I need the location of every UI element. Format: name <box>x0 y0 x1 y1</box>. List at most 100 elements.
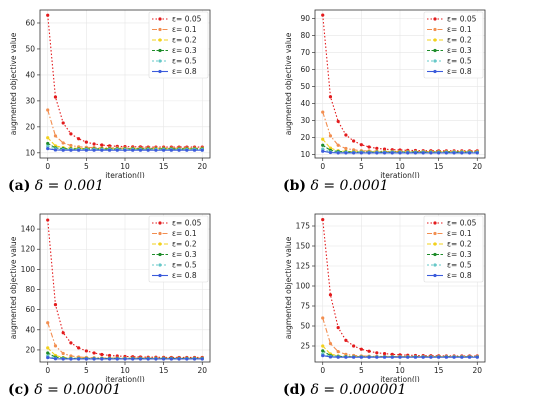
data-point <box>92 351 96 355</box>
data-point <box>100 148 104 152</box>
legend-marker <box>158 27 162 32</box>
data-point <box>131 148 135 152</box>
data-point <box>452 355 456 359</box>
data-point <box>375 151 379 155</box>
y-tick-label: 75 <box>300 302 310 311</box>
x-tick-label: 20 <box>472 162 482 171</box>
data-point <box>115 357 119 361</box>
legend-marker <box>158 38 162 42</box>
data-point <box>382 352 387 356</box>
x-axis-label: iteration(l) <box>380 375 420 382</box>
legend-marker <box>433 252 437 257</box>
y-tick-label: 120 <box>21 245 36 254</box>
legend-label: ε= 0.5 <box>447 57 472 66</box>
legend-label: ε= 0.8 <box>172 67 197 76</box>
data-point <box>84 148 88 152</box>
x-tick-label: 0 <box>45 162 50 171</box>
data-point <box>460 151 464 155</box>
data-point <box>336 326 340 330</box>
data-point <box>123 357 127 361</box>
data-point <box>328 134 333 138</box>
chart-panel-c: 0 5 10 15 20 20 40 60 80 100 120 140 iteration(l) aug… <box>0 204 275 407</box>
data-point <box>115 148 119 152</box>
x-tick-label: 10 <box>395 162 405 171</box>
x-tick-label: 15 <box>434 366 444 375</box>
data-point <box>475 355 479 359</box>
y-tick-label: 80 <box>300 31 310 40</box>
data-point <box>398 355 402 359</box>
data-point <box>77 346 81 350</box>
data-point <box>413 355 418 359</box>
y-tick-label: 125 <box>296 262 311 271</box>
data-point <box>146 357 150 361</box>
data-point <box>344 133 348 137</box>
data-point <box>146 148 150 152</box>
data-point <box>53 134 58 138</box>
data-point <box>460 355 464 359</box>
data-point <box>375 351 379 355</box>
data-point <box>46 108 50 112</box>
legend-marker <box>433 48 437 53</box>
caption-b: (b) δ = 0.0001 <box>283 178 389 194</box>
data-point <box>46 218 50 222</box>
x-axis-label: iteration(l) <box>105 171 145 178</box>
legend-label: ε= 0.5 <box>447 261 472 270</box>
y-tick-label: 20 <box>300 133 310 142</box>
data-point <box>92 357 96 361</box>
data-point <box>437 151 441 155</box>
x-tick-label: 15 <box>434 162 444 171</box>
data-point <box>84 357 88 361</box>
legend-marker <box>158 252 162 257</box>
legend-label: ε= 0.2 <box>172 240 197 249</box>
data-point <box>344 151 348 155</box>
data-point <box>321 13 325 17</box>
data-point <box>437 355 441 359</box>
legend-label: ε= 0.05 <box>447 219 477 228</box>
legend-label: ε= 0.5 <box>172 261 197 270</box>
y-tick-label: 25 <box>300 342 310 351</box>
caption-label: (b) <box>283 178 307 194</box>
data-point <box>61 331 65 335</box>
data-point <box>382 151 387 155</box>
data-point <box>69 148 73 152</box>
y-tick-label: 100 <box>296 282 311 291</box>
y-tick-label: 90 <box>300 14 310 23</box>
y-axis-label: augmented objective value <box>284 32 293 135</box>
data-point <box>321 344 325 348</box>
data-point <box>467 151 472 155</box>
legend-marker <box>158 48 162 53</box>
y-tick-label: 10 <box>25 148 35 157</box>
data-point <box>61 351 65 356</box>
data-point <box>382 355 387 359</box>
data-point <box>321 354 325 358</box>
legend-label: ε= 0.05 <box>172 15 202 24</box>
y-tick-label: 10 <box>300 150 310 159</box>
data-point <box>69 132 73 136</box>
data-point <box>413 151 418 155</box>
data-point <box>69 341 73 345</box>
data-point <box>107 357 112 361</box>
data-point <box>185 357 189 361</box>
data-point <box>321 143 325 147</box>
x-tick-label: 15 <box>159 366 169 375</box>
data-point <box>390 355 394 359</box>
y-tick-label: 20 <box>25 345 35 354</box>
y-tick-label: 60 <box>25 305 35 314</box>
y-tick-label: 40 <box>25 70 35 79</box>
data-point <box>406 151 410 155</box>
chart-svg-b: 0 5 10 15 20 10 20 30 40 50 60 70 80 90 iteration(l) au… <box>284 9 486 178</box>
data-point <box>46 13 50 17</box>
legend-marker <box>158 263 162 267</box>
legend-label: ε= 0.05 <box>172 219 202 228</box>
data-point <box>328 95 333 99</box>
chart-svg-d: 0 5 10 15 20 25 50 75 100 125 150 175 iteration(l) au… <box>284 213 486 382</box>
legend-label: ε= 0.2 <box>172 36 197 45</box>
legend-marker <box>433 17 437 21</box>
y-tick-label: 150 <box>296 242 311 251</box>
caption-text: δ = 0.00001 <box>34 382 122 398</box>
data-point <box>154 357 158 361</box>
data-point <box>100 357 104 361</box>
caption-text: δ = 0.001 <box>34 178 104 194</box>
data-point <box>344 355 348 359</box>
x-tick-label: 20 <box>472 366 482 375</box>
